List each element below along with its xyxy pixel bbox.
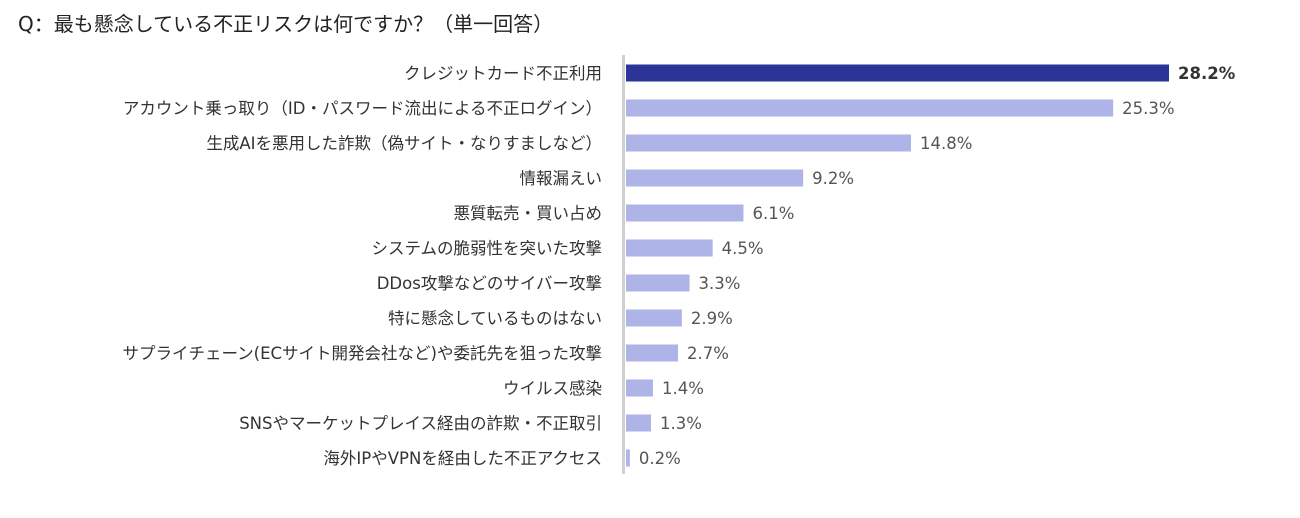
category-label: 悪質転売・買い占め [454,204,603,223]
value-label: 2.9% [691,309,733,328]
bar [626,379,653,397]
value-label: 14.8% [920,134,972,153]
value-label: 1.4% [662,379,704,398]
bar [626,64,1169,82]
bar [626,274,690,292]
value-label: 4.5% [722,239,764,258]
chart-title: Q：最も懸念している不正リスクは何ですか？（単一回答） [18,12,554,36]
value-label: 3.3% [699,274,741,293]
bar [626,204,744,222]
bar [626,309,682,327]
category-label: 特に懸念しているものはない [388,308,602,328]
category-label: ウイルス感染 [503,379,602,398]
value-label: 1.3% [660,414,702,433]
category-label: サプライチェーン(ECサイト開発会社など)や委託先を狙った攻撃 [123,344,603,363]
category-label: アカウント乗っ取り（ID・パスワード流出による不正ログイン） [123,99,602,118]
bar [626,99,1114,117]
category-label: SNSやマーケットプレイス経由の詐欺・不正取引 [239,414,602,433]
value-label: 9.2% [812,169,854,188]
value-label: 25.3% [1122,99,1174,118]
category-label: 情報漏えい [520,169,603,188]
bar [626,414,652,432]
category-label: DDos攻撃などのサイバー攻撃 [377,274,602,293]
category-label: 海外IPやVPNを経由した不正アクセス [323,449,602,468]
value-label: 2.7% [687,344,729,363]
bar [626,449,630,467]
bar [626,239,713,257]
bar [626,344,678,362]
bar [626,134,911,152]
category-label: クレジットカード不正利用 [404,64,602,83]
category-label: システムの脆弱性を突いた攻撃 [371,239,602,258]
value-label: 0.2% [639,449,681,468]
value-label: 6.1% [752,204,794,223]
category-label: 生成AIを悪用した詐欺（偽サイト・なりすましなど） [206,134,602,153]
bar [626,169,804,187]
value-label: 28.2% [1178,64,1236,83]
